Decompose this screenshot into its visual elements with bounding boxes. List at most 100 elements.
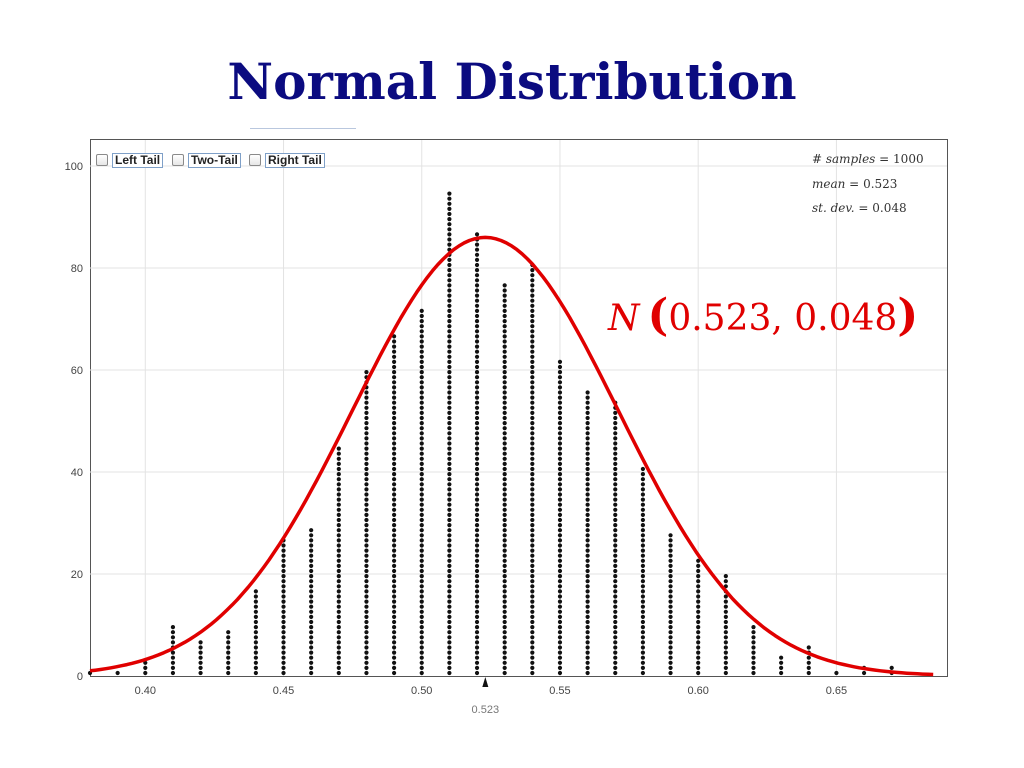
data-point xyxy=(474,303,480,308)
data-point xyxy=(557,410,563,415)
data-point xyxy=(502,584,507,589)
data-point xyxy=(336,650,341,655)
data-point xyxy=(530,614,535,620)
data-point xyxy=(419,553,424,558)
data-point xyxy=(170,670,176,676)
data-point xyxy=(640,630,646,635)
data-point xyxy=(447,421,452,426)
dot-column xyxy=(474,232,480,676)
data-point xyxy=(530,364,535,370)
data-point xyxy=(530,650,535,655)
data-point xyxy=(419,461,424,466)
dot-column xyxy=(696,558,701,676)
data-point xyxy=(502,670,507,676)
data-point xyxy=(447,670,452,676)
data-point xyxy=(502,619,507,625)
data-point xyxy=(391,665,397,671)
data-point xyxy=(447,262,452,268)
left-tail-control[interactable]: Left Tail xyxy=(96,151,164,169)
right-tail-label[interactable]: Right Tail xyxy=(265,152,325,168)
data-point xyxy=(557,380,563,385)
two-tail-checkbox[interactable] xyxy=(172,154,184,166)
two-tail-label[interactable]: Two-Tail xyxy=(188,152,241,168)
data-point xyxy=(502,579,507,584)
data-point xyxy=(336,625,341,630)
data-point xyxy=(474,523,480,528)
data-point xyxy=(447,543,452,548)
data-point xyxy=(336,574,341,579)
data-point xyxy=(585,670,590,676)
right-tail-control[interactable]: Right Tail xyxy=(249,151,325,169)
data-point xyxy=(419,472,424,477)
left-tail-checkbox[interactable] xyxy=(96,154,108,166)
formula-close-paren: ) xyxy=(897,290,919,341)
data-point xyxy=(419,660,424,665)
data-point xyxy=(419,380,424,385)
data-point xyxy=(585,415,590,421)
two-tail-control[interactable]: Two-Tail xyxy=(172,151,241,169)
data-point xyxy=(557,594,563,599)
data-point xyxy=(336,579,341,584)
data-point xyxy=(253,650,258,655)
data-point xyxy=(474,313,480,319)
data-point xyxy=(668,609,673,614)
data-point xyxy=(447,375,452,380)
data-point xyxy=(613,558,618,563)
data-point xyxy=(226,660,231,665)
data-point xyxy=(226,655,231,660)
data-point xyxy=(502,359,507,364)
data-point xyxy=(751,670,756,676)
data-point xyxy=(447,563,452,569)
data-point xyxy=(502,441,507,446)
data-point xyxy=(447,594,452,599)
data-point xyxy=(447,482,452,487)
data-point xyxy=(364,370,369,375)
data-point xyxy=(336,492,341,497)
data-point xyxy=(364,517,369,523)
data-point xyxy=(585,441,590,446)
data-point xyxy=(281,635,286,640)
x-tick-label: 0.65 xyxy=(826,685,847,697)
data-point xyxy=(557,426,563,431)
data-point xyxy=(336,599,341,604)
data-point xyxy=(640,568,646,574)
data-point xyxy=(613,410,618,415)
data-point xyxy=(226,665,231,671)
data-point xyxy=(530,502,535,507)
data-point xyxy=(640,477,646,482)
data-point xyxy=(806,655,811,660)
data-point xyxy=(419,512,424,518)
data-point xyxy=(419,375,424,380)
left-tail-label[interactable]: Left Tail xyxy=(112,152,164,168)
data-point xyxy=(253,599,258,604)
data-point xyxy=(474,359,480,364)
data-point xyxy=(585,461,590,466)
data-point xyxy=(557,421,563,426)
data-point xyxy=(336,502,341,507)
dot-column xyxy=(806,645,811,676)
data-point xyxy=(336,568,341,574)
data-point xyxy=(364,472,369,477)
data-point xyxy=(309,563,314,569)
data-point xyxy=(447,364,452,370)
data-point xyxy=(281,655,286,660)
data-point xyxy=(530,283,535,288)
grid-layer xyxy=(90,140,947,676)
data-point xyxy=(419,625,424,630)
data-point xyxy=(364,548,369,553)
data-point xyxy=(391,625,397,630)
data-point xyxy=(668,574,673,579)
data-point xyxy=(585,405,590,410)
right-tail-checkbox[interactable] xyxy=(249,154,261,166)
data-point xyxy=(474,293,480,298)
data-point xyxy=(309,660,314,665)
data-point xyxy=(474,308,480,313)
data-point xyxy=(391,604,397,609)
data-point xyxy=(281,604,286,609)
data-point xyxy=(530,278,535,283)
data-point xyxy=(640,584,646,589)
x-tick-label: 0.50 xyxy=(411,685,432,697)
data-point xyxy=(447,512,452,518)
data-point xyxy=(474,380,480,385)
data-point xyxy=(364,670,369,676)
